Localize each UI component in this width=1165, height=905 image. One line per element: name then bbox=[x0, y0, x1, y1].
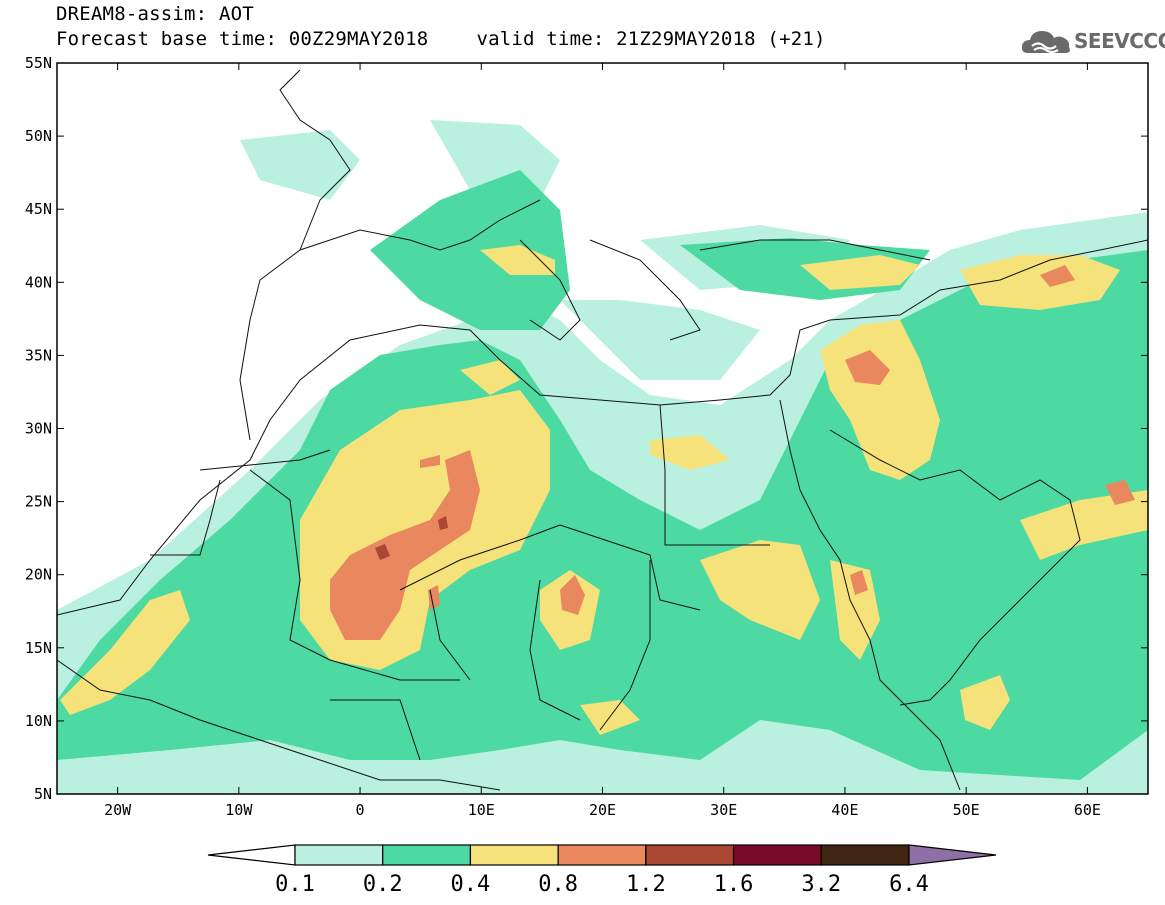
logo-text: SEEVCCC bbox=[1074, 29, 1165, 53]
colorbar-box bbox=[382, 844, 472, 866]
chart-title: DREAM8-assim: AOT bbox=[56, 3, 254, 25]
lon-label: 20W bbox=[104, 801, 132, 819]
longitude-labels: 20W 10W 0 10E 20E 30E 40E 50E 60E bbox=[104, 801, 1101, 819]
lon-label: 60E bbox=[1074, 801, 1101, 819]
colorbar-label: 1.2 bbox=[626, 872, 666, 897]
cloud-logo-icon bbox=[1021, 31, 1070, 53]
lon-label: 30E bbox=[710, 801, 737, 819]
colorbar-label: 0.1 bbox=[275, 872, 315, 897]
colorbar-box bbox=[294, 844, 384, 866]
colorbar: 0.1 0.2 0.4 0.8 1.2 1.6 3.2 6.4 bbox=[207, 844, 997, 897]
colorbar-label: 1.6 bbox=[714, 872, 754, 897]
lat-label: 5N bbox=[34, 785, 52, 803]
coastlines bbox=[57, 69, 1148, 791]
latitude-labels: 55N 50N 45N 40N 35N 30N 25N 20N 15N 10N 5N bbox=[25, 54, 52, 803]
lat-label: 45N bbox=[25, 200, 52, 218]
colorbar-box bbox=[557, 844, 647, 866]
lat-label: 25N bbox=[25, 493, 52, 511]
colorbar-box bbox=[469, 844, 559, 866]
colorbar-label: 0.2 bbox=[363, 872, 403, 897]
lat-label: 40N bbox=[25, 273, 52, 291]
lat-label: 20N bbox=[25, 566, 52, 584]
lat-label: 50N bbox=[25, 127, 52, 145]
lat-label: 35N bbox=[25, 346, 52, 364]
colorbar-labels: 0.1 0.2 0.4 0.8 1.2 1.6 3.2 6.4 bbox=[275, 872, 929, 897]
colorbar-boxes bbox=[207, 844, 997, 866]
lon-label: 10E bbox=[468, 801, 495, 819]
aot-band-0.8 bbox=[330, 265, 1135, 640]
colorbar-label: 0.4 bbox=[451, 872, 491, 897]
time-info: Forecast base time: 00Z29MAY2018 valid ti… bbox=[56, 28, 826, 50]
lon-label: 20E bbox=[589, 801, 616, 819]
colorbar-label: 3.2 bbox=[801, 872, 841, 897]
lon-label: 10W bbox=[225, 801, 253, 819]
map-plot-area bbox=[57, 63, 1148, 794]
valid-time: valid time: 21Z29MAY2018 (+21) bbox=[476, 28, 826, 50]
colorbar-box bbox=[732, 844, 822, 866]
colorbar-label: 0.8 bbox=[538, 872, 578, 897]
colorbar-box bbox=[820, 844, 910, 866]
lon-label: 50E bbox=[953, 801, 980, 819]
map-frame bbox=[56, 62, 1149, 795]
seevccc-logo: SEEVCCC bbox=[1020, 25, 1165, 59]
lat-label: 30N bbox=[25, 420, 52, 438]
lat-label: 15N bbox=[25, 639, 52, 657]
lat-label: 10N bbox=[25, 712, 52, 730]
aot-band-1.2 bbox=[375, 516, 448, 560]
axis-ticks bbox=[57, 63, 1148, 794]
lon-label: 0 bbox=[356, 801, 365, 819]
colorbar-max-triangle bbox=[908, 844, 997, 866]
lat-label: 55N bbox=[25, 54, 52, 72]
lon-label: 40E bbox=[831, 801, 858, 819]
colorbar-min-triangle bbox=[207, 844, 296, 866]
colorbar-box bbox=[645, 844, 735, 866]
aot-map: 55N 50N 45N 40N 35N 30N 25N 20N 15N 10N 5N 20W 10W 0… bbox=[25, 54, 1149, 819]
base-time: Forecast base time: 00Z29MAY2018 bbox=[56, 28, 429, 50]
colorbar-label: 6.4 bbox=[889, 872, 929, 897]
